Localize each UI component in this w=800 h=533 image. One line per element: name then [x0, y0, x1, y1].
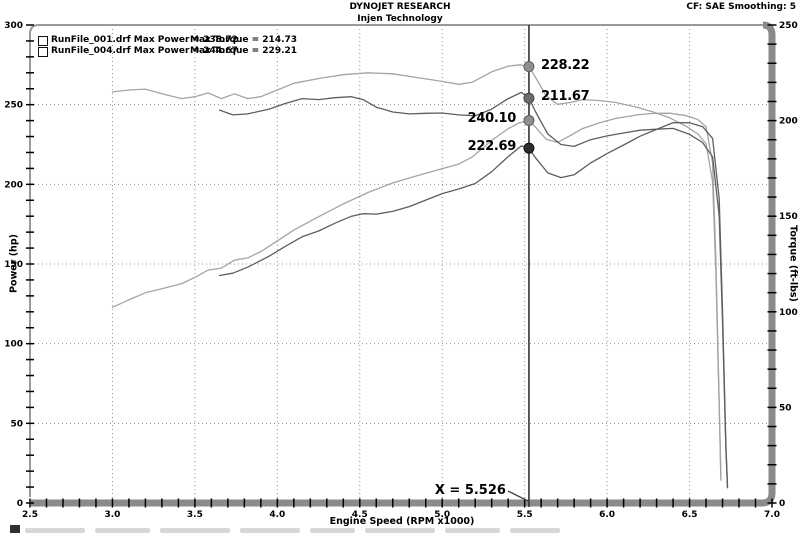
power-tick-label: 50	[10, 419, 23, 429]
axis-tick-labels: 2.5 3.0 3.5 4.0 4.5 5.0 5.5 6.0 6.5 7.00501001502…	[4, 21, 798, 520]
plot-border-thin	[29, 24, 763, 497]
run-001-swatch-icon	[38, 36, 48, 46]
legend-run-001-power: RunFile_001.drf Max Power = 238.72	[51, 35, 238, 45]
x-tick-label: 5.5	[517, 510, 533, 520]
x-tick-label: 6.5	[682, 510, 698, 520]
run-004-swatch-icon	[38, 47, 48, 57]
torque-tick-label: 200	[779, 117, 798, 127]
torque-tick-label: 150	[779, 212, 798, 222]
cursor-dot-1	[523, 92, 535, 104]
x-tick-label: 3.0	[104, 510, 120, 520]
torque-tick-label: 100	[779, 308, 798, 318]
cursor-x-label: X = 5.526	[434, 483, 506, 498]
x-tick-label: 6.0	[599, 510, 615, 520]
cursor-label-leader	[507, 490, 529, 502]
power-tick-label: 100	[4, 340, 23, 350]
x-tick-label: 4.0	[269, 510, 285, 520]
cutoff-text-smudge	[25, 528, 85, 533]
cutoff-text-smudge	[160, 528, 230, 533]
curve-runfile-001-drf-torque	[218, 91, 729, 489]
torque-axis-title: Torque (ft-lbs)	[787, 225, 799, 302]
x-axis-title: Engine Speed (RPM x1000)	[329, 516, 475, 527]
cutoff-text-smudge	[95, 528, 150, 533]
x-tick-label: 5.0	[434, 510, 450, 520]
power-axis-title: Power (hp)	[8, 234, 20, 293]
power-tick-label: 250	[4, 101, 23, 111]
torque-tick-label: 250	[779, 21, 798, 31]
cutoff-text-smudge	[310, 528, 355, 533]
plot-border	[29, 21, 776, 507]
page-title: DYNOJET RESEARCH	[349, 2, 451, 12]
legend-run-004-torque: Max Torque = 229.21	[190, 46, 298, 56]
legend-row-runfile-001: RunFile_001.drf Max Power = 238.72 Max T…	[38, 35, 338, 46]
curve-runfile-004-drf-torque	[111, 64, 722, 481]
cutoff-legend-row	[10, 525, 560, 533]
power-tick-label: 300	[4, 21, 23, 31]
cutoff-text-smudge	[365, 528, 435, 533]
cursor-dot-0	[523, 61, 535, 73]
series-curves	[111, 64, 729, 489]
torque-tick-label: 0	[779, 499, 785, 509]
power-tick-label: 0	[17, 499, 23, 509]
x-tick-label: 4.5	[352, 510, 368, 520]
cutoff-text-smudge	[445, 528, 500, 533]
cursor-readout-power-004: 240.10	[467, 111, 517, 127]
legend-run-004-power: RunFile_004.drf Max Power = 244.67	[51, 46, 238, 56]
x-tick-label: 7.0	[764, 510, 780, 520]
plot-border-thick	[31, 21, 776, 507]
cursor-dot-3	[523, 142, 535, 154]
legend-row-runfile-004: RunFile_004.drf Max Power = 244.67 Max T…	[38, 46, 338, 57]
cursor-line-group[interactable]	[507, 25, 530, 507]
cutoff-text-smudge	[510, 528, 560, 533]
power-tick-label: 200	[4, 180, 23, 190]
plot-area[interactable]	[30, 25, 772, 503]
power-tick-label: 150	[4, 260, 23, 270]
legend-run-001-torque: Max Torque = 214.73	[190, 35, 298, 45]
axis-ticks	[26, 24, 777, 508]
page-subtitle: Injen Technology	[357, 14, 443, 24]
curve-runfile-001-drf-power	[218, 121, 729, 488]
correction-smoothing-label: CF: SAE Smoothing: 5	[686, 2, 796, 12]
curve-runfile-004-drf-power	[111, 112, 722, 480]
x-tick-label: 2.5	[22, 510, 38, 520]
cursor-readout-torque-004: 228.22	[540, 57, 590, 73]
cutoff-text-smudge	[240, 528, 300, 533]
cutoff-swatch-icon	[10, 525, 20, 533]
cursor-dot-2	[523, 114, 535, 126]
torque-tick-label: 50	[779, 403, 792, 413]
cursor-readout-power-001: 222.69	[467, 139, 517, 155]
cursor-dots	[523, 61, 535, 154]
cursor-readout-torque-001: 211.67	[540, 89, 590, 105]
x-tick-label: 3.5	[187, 510, 203, 520]
